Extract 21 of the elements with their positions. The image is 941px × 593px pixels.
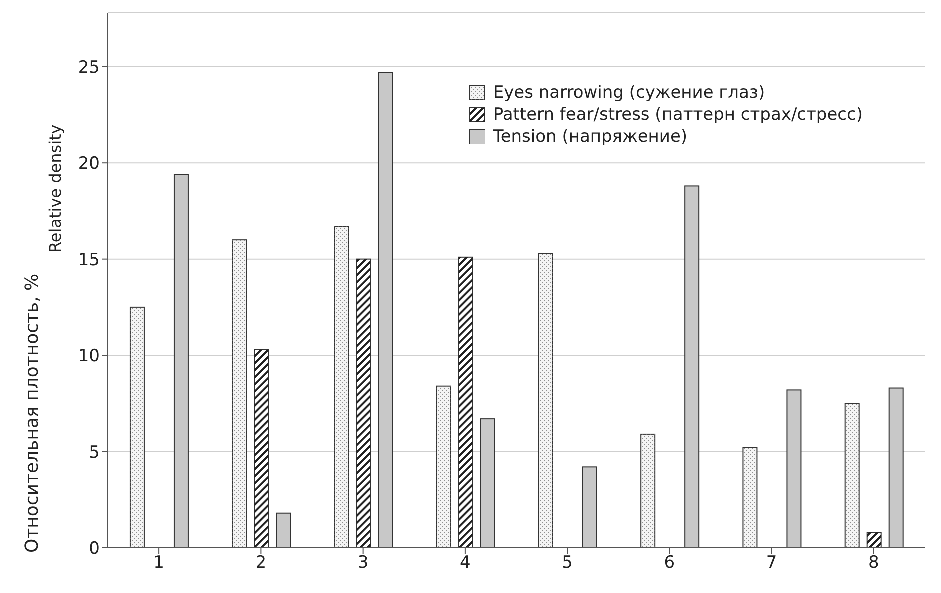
- text: Relative density: [46, 124, 65, 253]
- bar: [582, 466, 598, 548]
- y-tick-label: 20: [78, 154, 100, 174]
- bar: [276, 512, 292, 548]
- x-tick-label: 1: [154, 553, 164, 574]
- legend-label: Eyes narrowing (сужение глаз): [493, 83, 766, 103]
- y-tick-label: 25: [78, 58, 100, 78]
- y-tick-label: 15: [78, 250, 100, 270]
- legend-label: Pattern fear/stress (паттерн страх/стресс): [493, 105, 863, 125]
- y-axis-title: Относительная плотность, %: [22, 274, 43, 553]
- x-tick-label: 6: [664, 553, 676, 574]
- x-tick-label: 8: [868, 553, 880, 574]
- x-tick-label: 2: [256, 553, 267, 574]
- y-tick-label: 5: [89, 442, 100, 463]
- x-tick-label: 5: [562, 553, 573, 574]
- x-tick-label: 3: [358, 553, 369, 574]
- y-tick-label: 10: [78, 346, 100, 367]
- y-tick-label: 0: [89, 539, 100, 560]
- x-tick-label: 4: [460, 553, 471, 574]
- legend-label: Tension (напряжение): [493, 127, 688, 147]
- x-tick-label: 7: [766, 553, 778, 574]
